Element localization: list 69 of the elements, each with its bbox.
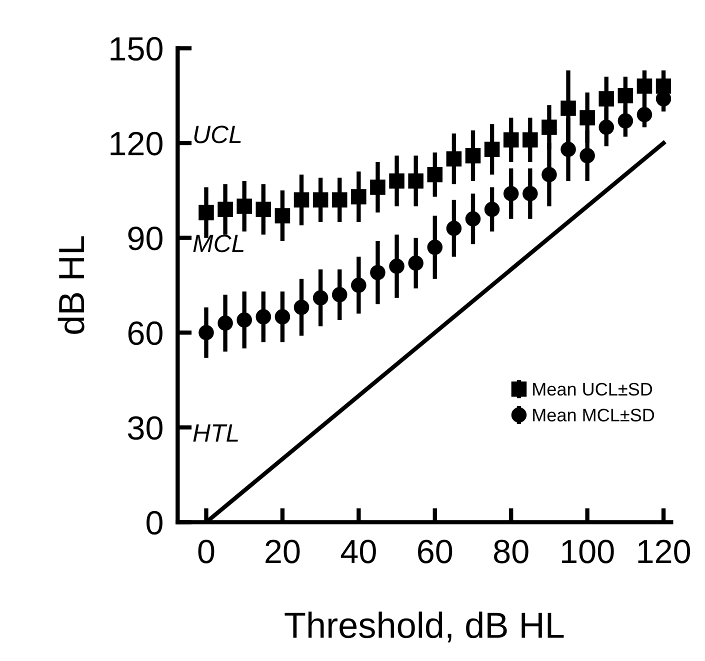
- point: [312, 192, 328, 208]
- annotation: MCL: [193, 234, 244, 252]
- point: [580, 148, 595, 164]
- point: [656, 78, 672, 94]
- y-tick-label: 90: [128, 226, 162, 250]
- y-tick-label: 120: [110, 132, 162, 156]
- point: [256, 309, 272, 324]
- point: [351, 278, 366, 293]
- point: [484, 142, 500, 157]
- x-tick-label: 20: [266, 540, 300, 564]
- y-tick-label: 150: [110, 37, 162, 61]
- point: [370, 180, 386, 195]
- point: [274, 208, 290, 224]
- point: [312, 290, 328, 306]
- annotation: HTL: [193, 424, 238, 442]
- point: [522, 132, 538, 148]
- point: [218, 202, 233, 218]
- point: [427, 166, 443, 182]
- x-tick-label: 60: [418, 540, 452, 564]
- point: [198, 324, 214, 340]
- point: [408, 255, 424, 271]
- point: [560, 100, 576, 116]
- point: [618, 113, 634, 129]
- point: [236, 312, 252, 328]
- point: [618, 88, 634, 104]
- point: [542, 166, 557, 182]
- point: [522, 186, 538, 202]
- point: [389, 258, 404, 274]
- point: [636, 106, 652, 122]
- point: [294, 300, 310, 315]
- point: [503, 186, 519, 202]
- point: [218, 315, 233, 331]
- x-tick-label: 0: [198, 540, 214, 564]
- x-tick-label: 120: [638, 540, 690, 564]
- x-axis-title: Threshold, dB HL: [284, 612, 564, 642]
- point: [427, 240, 443, 255]
- point: [598, 120, 614, 135]
- point: [274, 309, 290, 324]
- point: [580, 110, 595, 126]
- x-tick-label: 100: [562, 540, 614, 564]
- point: [542, 120, 557, 135]
- legend-label: Mean MCL±SD: [533, 408, 654, 422]
- y-tick-label: 0: [146, 510, 162, 535]
- point: [294, 192, 310, 208]
- point: [408, 173, 424, 189]
- point: [598, 91, 614, 106]
- legend-label: Mean UCL±SD: [533, 382, 652, 396]
- point: [484, 202, 500, 218]
- point: [332, 192, 348, 208]
- point: [465, 211, 481, 227]
- point: [332, 287, 348, 302]
- x-tick-label: 40: [340, 540, 376, 564]
- y-tick-label: 60: [128, 321, 162, 346]
- annotation: UCL: [194, 126, 241, 144]
- point: [351, 189, 366, 204]
- x-tick-label: 80: [494, 540, 528, 564]
- point: [236, 198, 252, 214]
- point: [465, 148, 481, 164]
- point: [370, 264, 386, 280]
- point: [446, 220, 462, 236]
- point: [389, 173, 404, 189]
- point: [198, 204, 214, 220]
- y-axis-title: dB HL: [58, 236, 84, 334]
- y-tick-label: 30: [128, 416, 162, 440]
- point: [446, 151, 462, 166]
- point: [503, 132, 519, 148]
- point: [636, 78, 652, 94]
- point: [560, 142, 576, 157]
- point: [256, 202, 272, 218]
